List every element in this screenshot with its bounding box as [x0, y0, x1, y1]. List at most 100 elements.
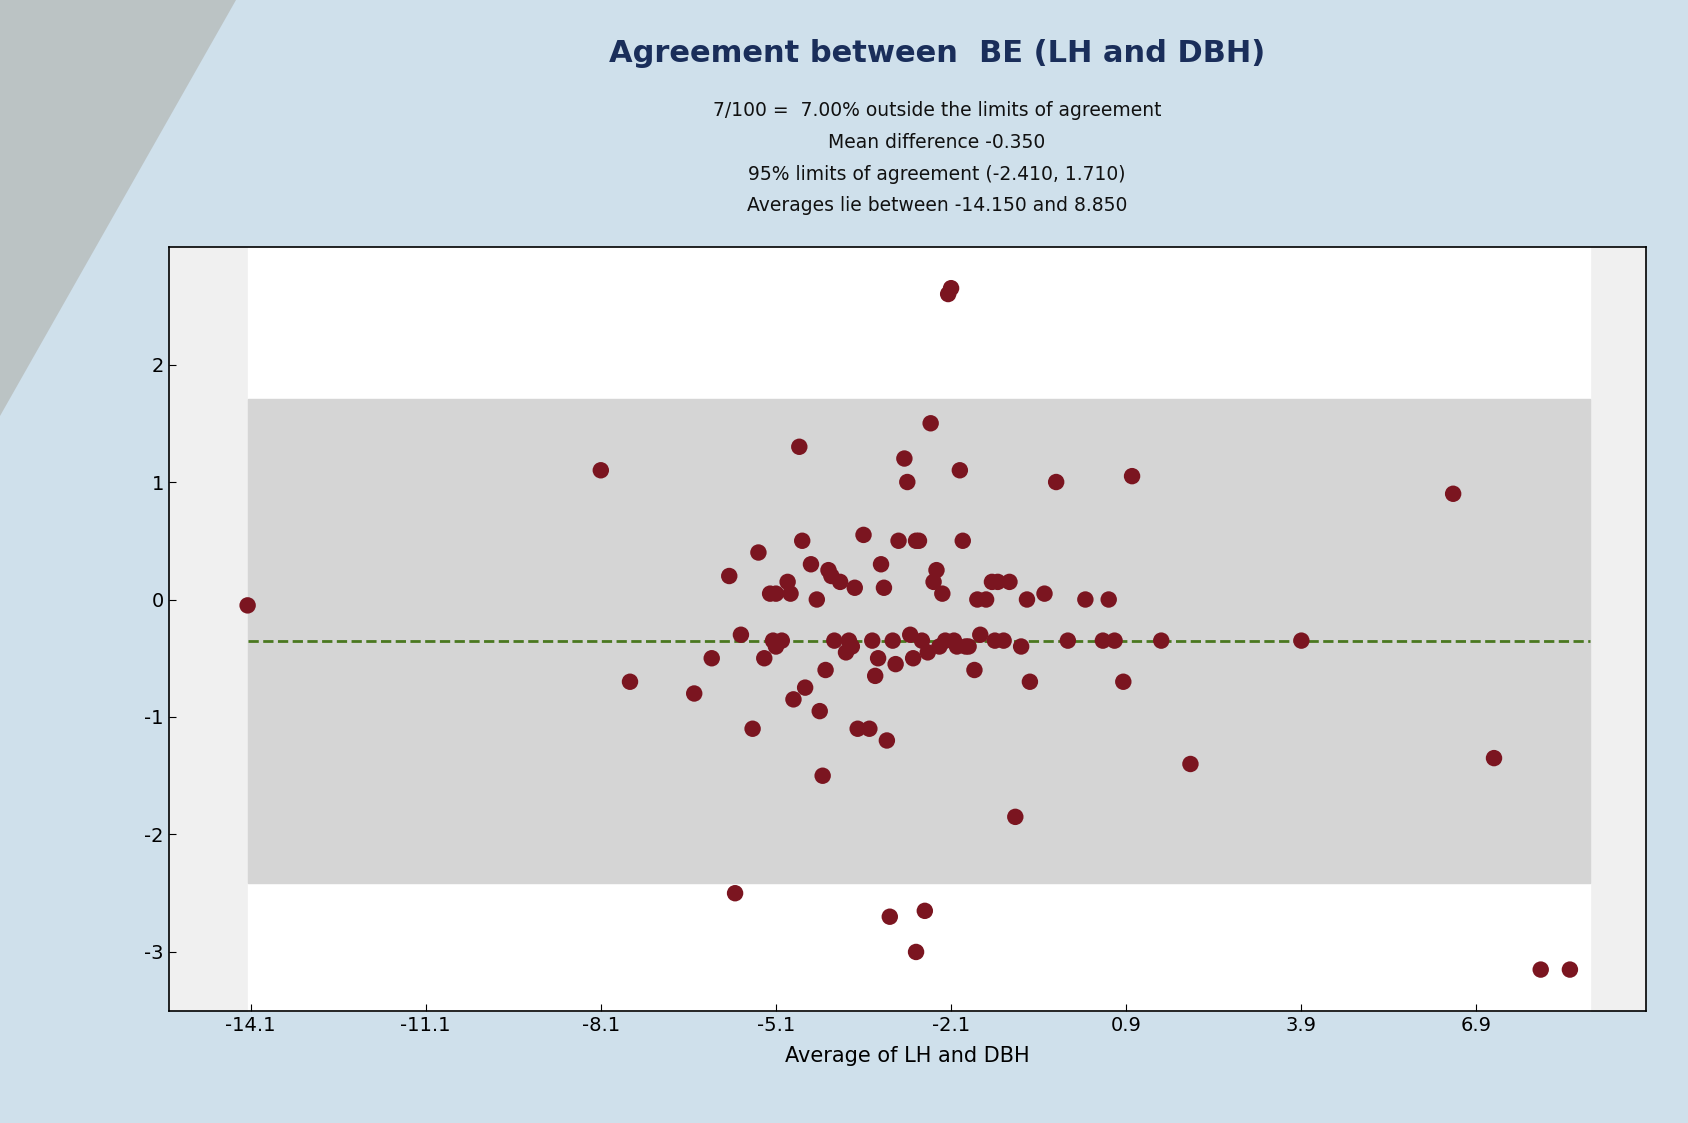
Point: [912, 902, 939, 920]
Point: [819, 567, 846, 585]
Point: [903, 943, 930, 961]
Point: [903, 532, 930, 550]
Point: [949, 532, 976, 550]
Point: [807, 702, 834, 720]
Point: [1556, 960, 1583, 978]
Point: [955, 638, 982, 656]
Point: [885, 532, 912, 550]
Point: [851, 526, 878, 544]
Point: [991, 631, 1018, 649]
Point: [616, 673, 643, 691]
Text: 7/100 =  7.00% outside the limits of agreement: 7/100 = 7.00% outside the limits of agre…: [712, 101, 1161, 119]
Text: Mean difference -0.350: Mean difference -0.350: [829, 134, 1045, 152]
Point: [844, 720, 871, 738]
Point: [803, 591, 830, 609]
Point: [1101, 631, 1128, 649]
Point: [1016, 673, 1043, 691]
Point: [1440, 485, 1467, 503]
Point: [235, 596, 262, 614]
Point: [839, 638, 866, 656]
Point: [780, 691, 807, 709]
Point: [937, 280, 964, 298]
Point: [928, 585, 955, 603]
Point: [935, 285, 962, 303]
Point: [947, 462, 974, 480]
Point: [792, 678, 819, 696]
Point: [883, 655, 910, 673]
Point: [763, 638, 790, 656]
Point: [820, 631, 847, 649]
Point: [763, 585, 790, 603]
Point: [1288, 631, 1315, 649]
Point: [1072, 591, 1099, 609]
Point: [932, 631, 959, 649]
Text: Agreement between  BE (LH and DBH): Agreement between BE (LH and DBH): [609, 39, 1264, 69]
Point: [923, 562, 950, 579]
Point: [920, 573, 947, 591]
Point: [775, 573, 802, 591]
Point: [1109, 673, 1136, 691]
Point: [809, 767, 836, 785]
Point: [815, 562, 842, 579]
Point: [908, 631, 935, 649]
Point: [891, 449, 918, 467]
Point: [876, 907, 903, 925]
Point: [721, 884, 748, 902]
Point: [1043, 473, 1070, 491]
Point: [1055, 631, 1082, 649]
Point: [873, 731, 900, 749]
Point: [699, 649, 726, 667]
Point: [944, 638, 971, 656]
Point: [879, 631, 906, 649]
Point: [1031, 585, 1058, 603]
Point: [940, 631, 967, 649]
Point: [900, 649, 927, 667]
Point: [981, 631, 1008, 649]
Point: [996, 573, 1023, 591]
Point: [1001, 807, 1028, 825]
Point: [787, 438, 814, 456]
Point: [836, 631, 863, 649]
Point: [768, 631, 795, 649]
Point: [972, 591, 999, 609]
Point: [760, 631, 787, 649]
Point: [905, 532, 932, 550]
Point: [871, 578, 898, 596]
Point: [915, 643, 942, 661]
Point: [756, 585, 783, 603]
Point: [812, 661, 839, 679]
Point: [868, 555, 895, 573]
Point: [832, 643, 859, 661]
Point: [716, 567, 743, 585]
Point: [979, 573, 1006, 591]
Text: Averages lie between -14.150 and 8.850: Averages lie between -14.150 and 8.850: [746, 197, 1128, 214]
Point: [1089, 631, 1116, 649]
Point: [680, 685, 707, 703]
Point: [739, 720, 766, 738]
Point: [751, 649, 778, 667]
Point: [776, 585, 803, 603]
Point: [1008, 638, 1035, 656]
Point: [1096, 591, 1123, 609]
Point: [861, 667, 888, 685]
Point: [728, 626, 755, 643]
Point: [895, 473, 922, 491]
Point: [967, 626, 994, 643]
Point: [1528, 960, 1555, 978]
Point: [984, 573, 1011, 591]
Point: [1177, 755, 1204, 773]
Point: [1013, 591, 1040, 609]
Point: [1480, 749, 1507, 767]
Point: [587, 462, 614, 480]
Point: [856, 720, 883, 738]
Point: [952, 638, 979, 656]
Point: [917, 414, 944, 432]
X-axis label: Average of LH and DBH: Average of LH and DBH: [785, 1046, 1030, 1066]
Point: [841, 578, 868, 596]
Point: [960, 661, 987, 679]
Point: [1119, 467, 1146, 485]
Text: 95% limits of agreement (-2.410, 1.710): 95% limits of agreement (-2.410, 1.710): [748, 165, 1126, 183]
Point: [744, 544, 771, 562]
Point: [797, 555, 824, 573]
Point: [859, 631, 886, 649]
